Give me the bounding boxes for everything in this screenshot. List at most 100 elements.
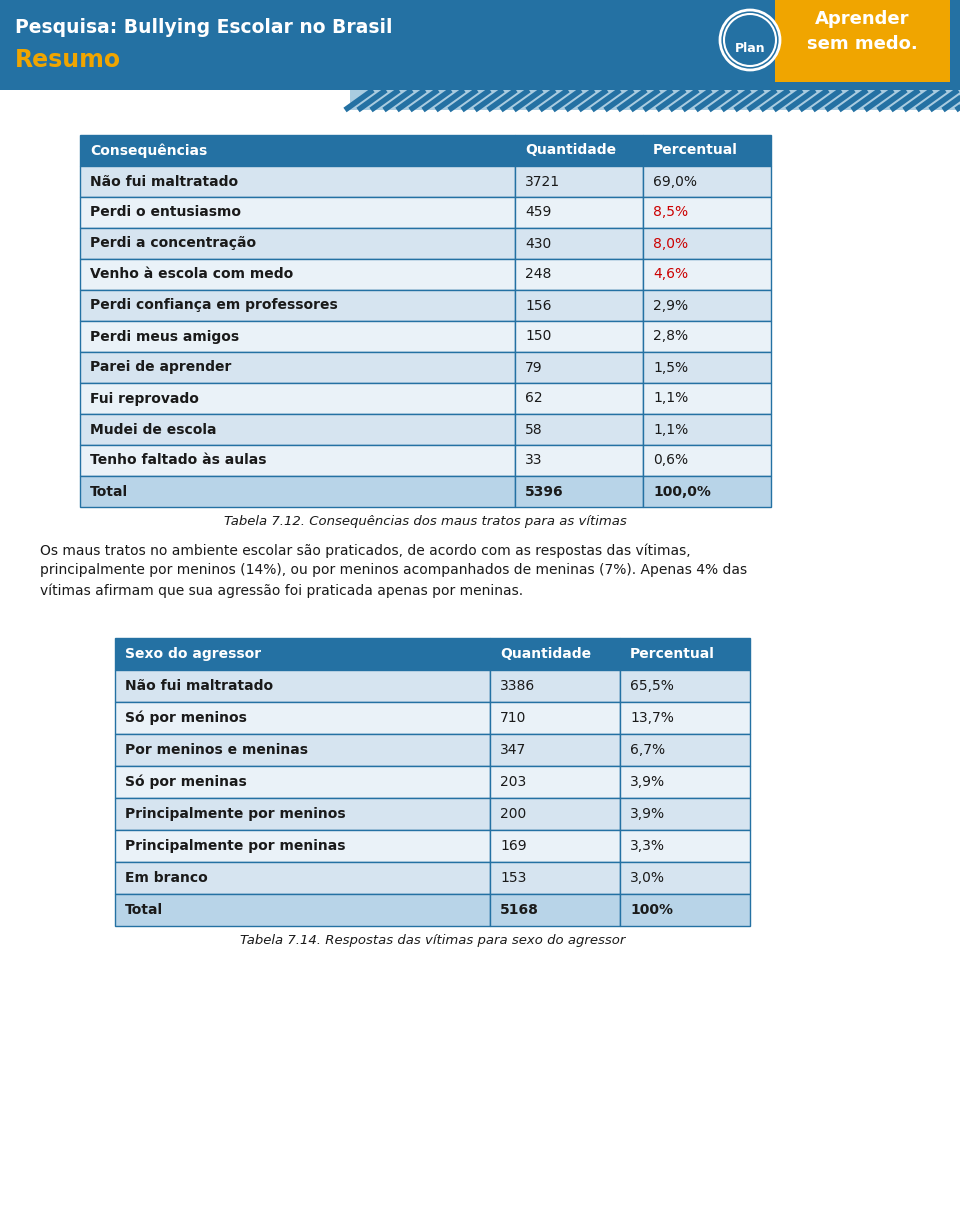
Bar <box>643 321 771 352</box>
Bar <box>643 166 771 197</box>
Text: Não fui maltratado: Não fui maltratado <box>125 679 274 693</box>
Text: Tabela 7.12. Consequências dos maus tratos para as vítimas: Tabela 7.12. Consequências dos maus trat… <box>224 515 627 528</box>
Text: 200: 200 <box>500 807 526 822</box>
Text: Total: Total <box>90 484 128 499</box>
Text: Quantidade: Quantidade <box>500 647 591 661</box>
Text: 3,0%: 3,0% <box>630 871 665 885</box>
Bar <box>490 862 620 894</box>
Bar <box>620 799 750 830</box>
Text: 5168: 5168 <box>500 903 539 917</box>
Bar <box>620 830 750 862</box>
Text: 153: 153 <box>500 871 526 885</box>
Text: 1,1%: 1,1% <box>653 392 688 405</box>
Bar <box>643 136 771 166</box>
Text: vítimas afirmam que sua agressão foi praticada apenas por meninas.: vítimas afirmam que sua agressão foi pra… <box>40 583 523 598</box>
Text: Fui reprovado: Fui reprovado <box>90 392 199 405</box>
Bar <box>620 702 750 734</box>
Bar <box>515 321 643 352</box>
Bar <box>490 830 620 862</box>
Bar <box>115 638 490 670</box>
Bar <box>620 670 750 702</box>
Text: Tabela 7.14. Respostas das vítimas para sexo do agressor: Tabela 7.14. Respostas das vítimas para … <box>240 934 625 947</box>
Text: Percentual: Percentual <box>630 647 715 661</box>
Bar <box>115 830 490 862</box>
Bar <box>115 862 490 894</box>
Bar <box>515 352 643 384</box>
Bar <box>115 894 490 926</box>
Text: 65,5%: 65,5% <box>630 679 674 693</box>
Bar <box>115 766 490 799</box>
Text: 79: 79 <box>525 361 542 375</box>
Text: 3721: 3721 <box>525 174 560 189</box>
Bar <box>115 734 490 766</box>
Text: 3,9%: 3,9% <box>630 807 665 822</box>
Text: Principalmente por meninos: Principalmente por meninos <box>125 807 346 822</box>
Bar <box>643 197 771 227</box>
Text: Em branco: Em branco <box>125 871 207 885</box>
Text: 156: 156 <box>525 299 551 312</box>
Bar <box>80 476 515 507</box>
Text: 3,3%: 3,3% <box>630 839 665 853</box>
Text: 100%: 100% <box>630 903 673 917</box>
Text: 203: 203 <box>500 774 526 789</box>
Text: Só por meninos: Só por meninos <box>125 710 247 725</box>
Bar <box>490 799 620 830</box>
Bar <box>515 290 643 321</box>
Text: Percentual: Percentual <box>653 144 738 157</box>
Bar <box>620 862 750 894</box>
Bar <box>643 259 771 290</box>
Text: 100,0%: 100,0% <box>653 484 710 499</box>
Text: principalmente por meninos (14%), ou por meninos acompanhados de meninas (7%). A: principalmente por meninos (14%), ou por… <box>40 563 747 577</box>
Text: Consequências: Consequências <box>90 143 207 157</box>
Text: 5396: 5396 <box>525 484 564 499</box>
Bar <box>643 227 771 259</box>
Text: 69,0%: 69,0% <box>653 174 697 189</box>
Bar <box>490 638 620 670</box>
Text: 430: 430 <box>525 236 551 250</box>
Bar <box>80 321 515 352</box>
Bar <box>643 476 771 507</box>
Bar <box>620 766 750 799</box>
Bar <box>643 414 771 445</box>
Text: 2,8%: 2,8% <box>653 329 688 344</box>
Text: Por meninos e meninas: Por meninos e meninas <box>125 743 308 757</box>
Bar <box>80 259 515 290</box>
Text: Plan: Plan <box>734 41 765 54</box>
Text: 8,5%: 8,5% <box>653 206 688 219</box>
Circle shape <box>720 10 780 70</box>
Bar <box>620 734 750 766</box>
Bar <box>80 414 515 445</box>
Bar <box>515 384 643 414</box>
Bar <box>80 384 515 414</box>
Text: 6,7%: 6,7% <box>630 743 665 757</box>
Bar <box>80 290 515 321</box>
Text: 710: 710 <box>500 711 526 725</box>
Bar <box>775 0 950 82</box>
Bar <box>490 766 620 799</box>
Text: 1,5%: 1,5% <box>653 361 688 375</box>
Bar <box>115 799 490 830</box>
Text: sem medo.: sem medo. <box>807 35 918 53</box>
Bar <box>80 136 515 166</box>
Text: Perdi meus amigos: Perdi meus amigos <box>90 329 239 344</box>
Text: 58: 58 <box>525 422 542 437</box>
Bar <box>515 166 643 197</box>
Text: Perdi o entusiasmo: Perdi o entusiasmo <box>90 206 241 219</box>
Text: 169: 169 <box>500 839 527 853</box>
Bar <box>515 259 643 290</box>
Text: Perdi a concentração: Perdi a concentração <box>90 236 256 250</box>
Text: 248: 248 <box>525 267 551 282</box>
Text: Tenho faltado às aulas: Tenho faltado às aulas <box>90 454 267 467</box>
Text: 3386: 3386 <box>500 679 536 693</box>
Text: Pesquisa: Bullying Escolar no Brasil: Pesquisa: Bullying Escolar no Brasil <box>15 18 393 38</box>
Bar <box>620 638 750 670</box>
Text: Perdi confiança em professores: Perdi confiança em professores <box>90 299 338 312</box>
Text: 13,7%: 13,7% <box>630 711 674 725</box>
Bar <box>643 384 771 414</box>
Text: 33: 33 <box>525 454 542 467</box>
Bar <box>490 894 620 926</box>
Bar <box>490 702 620 734</box>
Bar <box>80 445 515 476</box>
Text: Venho à escola com medo: Venho à escola com medo <box>90 267 293 282</box>
Text: Não fui maltratado: Não fui maltratado <box>90 174 238 189</box>
